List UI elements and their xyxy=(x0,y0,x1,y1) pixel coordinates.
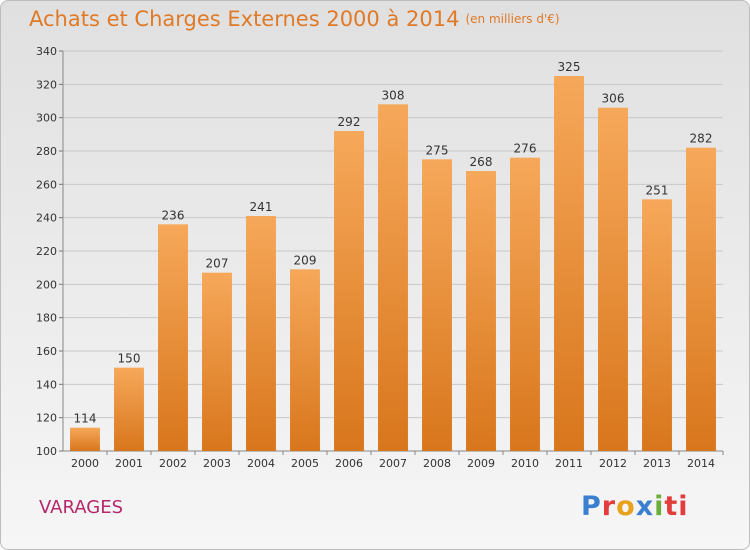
x-tick-label: 2011 xyxy=(555,457,583,470)
x-tick-label: 2012 xyxy=(599,457,627,470)
y-tick-label: 220 xyxy=(36,245,57,258)
chart-title-text: Achats et Charges Externes 2000 à 2014 xyxy=(29,7,460,31)
y-tick-label: 120 xyxy=(36,412,57,425)
data-label: 236 xyxy=(162,208,185,222)
proxiti-logo: Proxiti xyxy=(581,491,689,522)
data-label: 150 xyxy=(118,352,141,366)
data-label: 275 xyxy=(426,143,449,157)
chart-title: Achats et Charges Externes 2000 à 2014 (e… xyxy=(29,7,560,31)
x-tick-label: 2009 xyxy=(467,457,495,470)
data-label: 292 xyxy=(338,115,361,129)
bar xyxy=(598,107,628,452)
bar xyxy=(246,216,276,451)
chart-unit: (en milliers d'€) xyxy=(465,12,560,26)
x-tick-label: 2006 xyxy=(335,457,363,470)
data-label: 268 xyxy=(470,155,493,169)
bar xyxy=(466,171,496,451)
bar xyxy=(334,131,364,451)
data-label: 251 xyxy=(646,183,669,197)
y-tick-label: 260 xyxy=(36,178,57,191)
x-tick-label: 2004 xyxy=(247,457,275,470)
y-tick-label: 200 xyxy=(36,278,57,291)
logo-letter: o xyxy=(616,491,636,522)
y-tick-label: 280 xyxy=(36,145,57,158)
y-tick-label: 300 xyxy=(36,112,57,125)
y-tick-label: 240 xyxy=(36,212,57,225)
y-tick-label: 180 xyxy=(36,312,57,325)
y-tick-label: 100 xyxy=(36,445,57,458)
bar xyxy=(686,147,716,451)
bar xyxy=(290,269,320,451)
bar xyxy=(114,367,144,451)
x-tick-label: 2013 xyxy=(643,457,671,470)
x-tick-label: 2005 xyxy=(291,457,319,470)
data-label: 207 xyxy=(206,257,229,271)
bar xyxy=(422,159,452,452)
logo-letter: r xyxy=(601,491,617,522)
data-label: 325 xyxy=(558,60,581,74)
commune-name: VARAGES xyxy=(39,497,123,518)
bar xyxy=(378,104,408,451)
logo-letter: ti xyxy=(664,491,689,522)
x-tick-labels: 2000 2001 2002 2003 2004 2005 2006 2007 2008 2009… xyxy=(71,457,715,470)
bar xyxy=(554,76,584,451)
x-tick-label: 2007 xyxy=(379,457,407,470)
y-tick-labels: 100 120 140 160 180 200 220 240 260 280 300 320 340 xyxy=(36,45,57,458)
data-labels: 114 150 236 207 241 209 292 308 275 268 276 325 306 2… xyxy=(74,60,713,426)
data-label: 306 xyxy=(602,92,625,106)
x-tick-label: 2002 xyxy=(159,457,187,470)
data-label: 241 xyxy=(250,200,273,214)
y-tick-label: 160 xyxy=(36,345,57,358)
logo-letter: x xyxy=(635,491,655,522)
y-tick-label: 320 xyxy=(36,78,57,91)
y-tick-label: 340 xyxy=(36,45,57,58)
x-tick-label: 2001 xyxy=(115,457,143,470)
data-label: 308 xyxy=(382,88,405,102)
x-tick-label: 2008 xyxy=(423,457,451,470)
y-tick-label: 140 xyxy=(36,378,57,391)
bar xyxy=(70,427,100,451)
data-label: 209 xyxy=(294,253,317,267)
logo-letter: i xyxy=(654,491,665,522)
data-label: 276 xyxy=(514,142,537,156)
bar xyxy=(510,157,540,451)
x-tick-label: 2010 xyxy=(511,457,539,470)
x-tick-label: 2014 xyxy=(687,457,715,470)
x-tick-label: 2000 xyxy=(71,457,99,470)
x-tick-label: 2003 xyxy=(203,457,231,470)
bars xyxy=(70,76,716,452)
bar xyxy=(642,199,672,451)
data-label: 282 xyxy=(690,132,713,146)
bar xyxy=(158,224,188,451)
logo-letter: P xyxy=(581,491,602,522)
data-label: 114 xyxy=(74,412,97,426)
bar xyxy=(202,272,232,451)
